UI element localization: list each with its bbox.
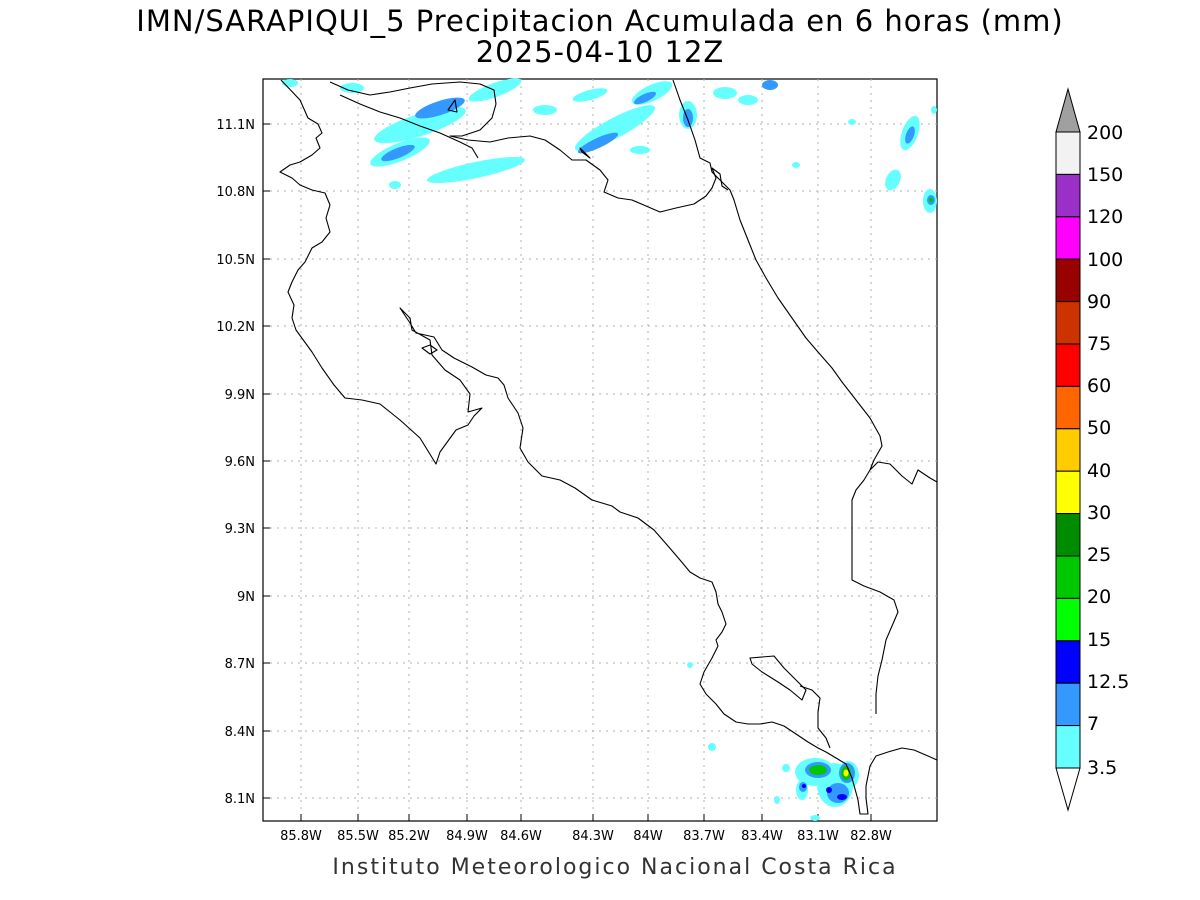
lat-label: 9.6N bbox=[225, 455, 255, 470]
colorbar-labels: 200 150 120 100 90 75 60 50 40 30 25 20 … bbox=[1087, 122, 1129, 779]
lon-label: 84.9W bbox=[446, 829, 488, 844]
colorbar-label: 30 bbox=[1087, 502, 1111, 524]
map-frame bbox=[262, 78, 938, 822]
colorbar-label: 120 bbox=[1087, 206, 1123, 228]
lat-axis-labels: 11.1N 10.8N 10.5N 10.2N 9.9N 9.6N 9.3N 9… bbox=[216, 118, 255, 807]
precip-shading-south bbox=[687, 662, 859, 821]
colorbar-swatch bbox=[1055, 173, 1081, 218]
lon-label: 82.8W bbox=[850, 829, 892, 844]
lat-label: 9.3N bbox=[225, 522, 255, 537]
lon-label: 85.5W bbox=[337, 829, 379, 844]
colorbar-swatch bbox=[1055, 555, 1081, 599]
lon-label: 85.2W bbox=[388, 829, 430, 844]
map-title: IMN/SARAPIQUI_5 Precipitacion Acumulada … bbox=[136, 4, 1064, 38]
colorbar-label: 60 bbox=[1087, 375, 1111, 397]
colorbar-label: 12.5 bbox=[1087, 671, 1129, 693]
lon-label: 84W bbox=[633, 829, 663, 844]
lat-label: 8.4N bbox=[225, 725, 255, 740]
lat-label: 9N bbox=[237, 590, 255, 605]
colorbar-under-arrow bbox=[1055, 767, 1081, 812]
colorbar-swatch bbox=[1055, 301, 1081, 345]
colorbar-swatch bbox=[1055, 343, 1081, 387]
colorbar-swatch bbox=[1055, 597, 1081, 642]
coastlines bbox=[279, 79, 938, 815]
precip-shading-north bbox=[282, 78, 937, 213]
colorbar-label: 20 bbox=[1087, 586, 1111, 608]
colorbar-swatch bbox=[1055, 385, 1081, 430]
lat-label: 10.8N bbox=[216, 185, 255, 200]
footer-credit: Instituto Meteorologico Nacional Costa R… bbox=[332, 855, 898, 880]
colorbar-label: 75 bbox=[1087, 333, 1111, 355]
colorbar-swatch bbox=[1055, 470, 1081, 515]
colorbar-label: 3.5 bbox=[1087, 757, 1117, 779]
map-date: 2025-04-10 12Z bbox=[475, 35, 725, 69]
lon-label: 83.7W bbox=[683, 829, 725, 844]
lat-label: 10.2N bbox=[216, 320, 255, 335]
lon-label: 83.1W bbox=[797, 829, 839, 844]
lon-axis-labels: 85.8W 85.5W 85.2W 84.9W 84.6W 84.3W 84W … bbox=[280, 829, 892, 844]
lon-label: 84.6W bbox=[500, 829, 542, 844]
lat-label: 10.5N bbox=[216, 253, 255, 268]
colorbar-swatch bbox=[1055, 216, 1081, 260]
lat-label: 8.7N bbox=[225, 657, 255, 672]
colorbar-label: 40 bbox=[1087, 460, 1111, 482]
lon-label: 84.3W bbox=[572, 829, 614, 844]
colorbar-swatch bbox=[1055, 513, 1081, 557]
colorbar-label: 200 bbox=[1087, 122, 1123, 144]
colorbar-label: 100 bbox=[1087, 249, 1123, 271]
colorbar-swatch bbox=[1055, 682, 1081, 727]
colorbar-label: 150 bbox=[1087, 164, 1123, 186]
lat-label: 9.9N bbox=[225, 388, 255, 403]
colorbar-label: 7 bbox=[1087, 713, 1099, 735]
grid-lines bbox=[263, 79, 937, 821]
colorbar-swatch bbox=[1055, 640, 1081, 684]
lat-label: 8.1N bbox=[225, 792, 255, 807]
colorbar: 200 150 120 100 90 75 60 50 40 30 25 20 … bbox=[1055, 87, 1129, 812]
lon-label: 83.4W bbox=[741, 829, 783, 844]
lon-label: 85.8W bbox=[280, 829, 322, 844]
colorbar-swatch bbox=[1055, 725, 1081, 769]
colorbar-label: 90 bbox=[1087, 291, 1111, 313]
colorbar-label: 25 bbox=[1087, 544, 1111, 566]
colorbar-over-arrow bbox=[1055, 87, 1081, 133]
colorbar-swatch bbox=[1055, 258, 1081, 303]
colorbar-label: 15 bbox=[1087, 629, 1111, 651]
lat-label: 11.1N bbox=[216, 118, 255, 133]
colorbar-swatch bbox=[1055, 428, 1081, 472]
colorbar-label: 50 bbox=[1087, 417, 1111, 439]
colorbar-boxes bbox=[1055, 131, 1081, 769]
colorbar-swatch bbox=[1055, 131, 1081, 175]
